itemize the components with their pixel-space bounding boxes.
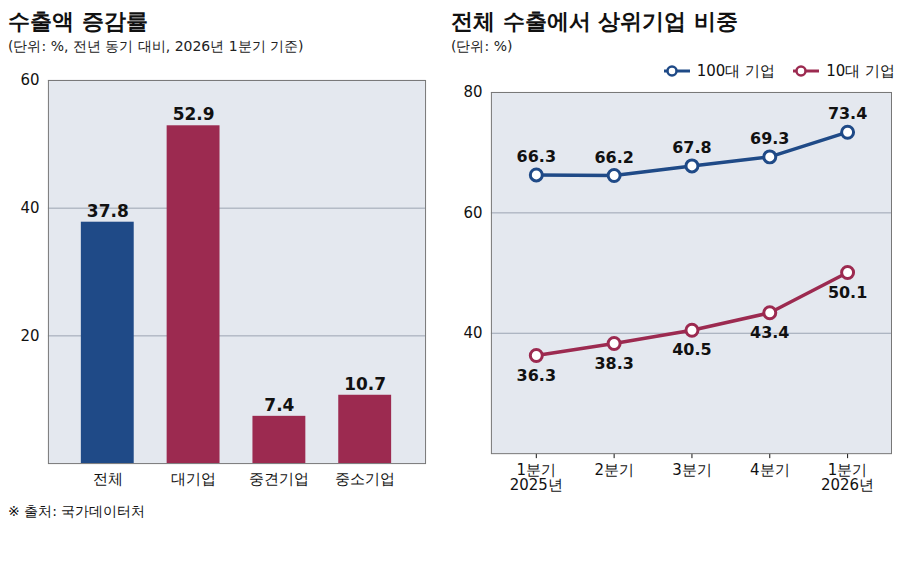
html-text:전체 수출에서 상위기업 비중: 전체 수출에서 상위기업 비중 bbox=[451, 9, 738, 34]
svg-text:60: 60 bbox=[20, 71, 39, 89]
svg-text:38.3: 38.3 bbox=[594, 354, 633, 373]
svg-text:1분기2025년: 1분기2025년 bbox=[510, 461, 563, 494]
svg-text:37.8: 37.8 bbox=[87, 201, 129, 221]
svg-text:10.7: 10.7 bbox=[344, 374, 386, 394]
svg-text:2분기: 2분기 bbox=[594, 461, 634, 479]
svg-text:4분기: 4분기 bbox=[750, 461, 790, 479]
svg-text:43.4: 43.4 bbox=[750, 323, 789, 342]
svg-text:60: 60 bbox=[463, 204, 482, 222]
svg-text:36.3: 36.3 bbox=[517, 366, 556, 385]
svg-text:7.4: 7.4 bbox=[264, 395, 294, 415]
svg-text:67.8: 67.8 bbox=[672, 138, 711, 157]
svg-text:3분기: 3분기 bbox=[672, 461, 712, 479]
svg-text:80: 80 bbox=[463, 83, 482, 101]
html-text:(단위: %): (단위: %) bbox=[451, 38, 513, 54]
svg-text:1분기2026년: 1분기2026년 bbox=[821, 461, 874, 494]
svg-text:73.4: 73.4 bbox=[828, 104, 867, 123]
html-text:10대 기업: 10대 기업 bbox=[826, 61, 895, 80]
svg-text:40: 40 bbox=[20, 199, 39, 217]
html-text:(단위: %, 전년 동기 대비, 2026년 1분기 기준: (단위: %, 전년 동기 대비, 2026년 1분기 기준) bbox=[8, 38, 304, 54]
svg-text:50.1: 50.1 bbox=[828, 283, 867, 302]
svg-text:중소기업: 중소기업 bbox=[335, 470, 395, 488]
svg-text:전체: 전체 bbox=[93, 470, 123, 488]
svg-text:대기업: 대기업 bbox=[171, 470, 216, 488]
svg-text:66.2: 66.2 bbox=[594, 148, 633, 167]
svg-text:40.5: 40.5 bbox=[672, 340, 711, 359]
svg-text:69.3: 69.3 bbox=[750, 129, 789, 148]
svg-text:52.9: 52.9 bbox=[173, 104, 215, 124]
svg-text:66.3: 66.3 bbox=[517, 147, 556, 166]
svg-text:40: 40 bbox=[463, 324, 482, 342]
html-text:100대 기업: 100대 기업 bbox=[696, 61, 776, 80]
svg-text:20: 20 bbox=[20, 327, 39, 345]
html-text:수출액 증감률: 수출액 증감률 bbox=[8, 9, 148, 34]
html-text:※ 출처: 국가데이터처: ※ 출처: 국가데이터처 bbox=[8, 503, 146, 519]
svg-text:중견기업: 중견기업 bbox=[249, 470, 309, 488]
